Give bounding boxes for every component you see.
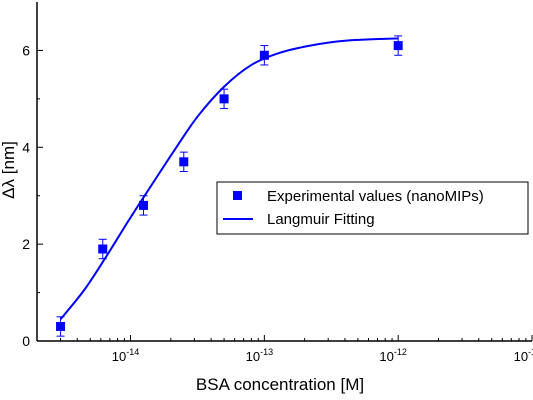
langmuir-fit-series bbox=[59, 37, 399, 320]
data-point bbox=[139, 195, 149, 216]
data-point-marker bbox=[393, 41, 403, 51]
plot-frame bbox=[36, 2, 532, 342]
data-point-marker bbox=[56, 321, 66, 331]
data-point bbox=[179, 151, 189, 172]
langmuir-fit-line bbox=[59, 37, 399, 320]
y-tick-label: 2 bbox=[22, 236, 30, 252]
data-point-marker bbox=[139, 200, 149, 210]
data-point-marker bbox=[98, 244, 108, 254]
y-tick-label: 0 bbox=[22, 333, 30, 349]
x-tick-label: 10-11 bbox=[514, 347, 533, 364]
y-axis-ticks: 0 2 4 6 bbox=[22, 42, 43, 349]
legend-label-fit: Langmuir Fitting bbox=[267, 211, 375, 228]
legend-marker-square bbox=[233, 191, 242, 200]
data-point-marker bbox=[219, 94, 229, 104]
legend-box bbox=[216, 181, 529, 235]
data-point-marker bbox=[259, 50, 269, 60]
x-tick-label: 10-12 bbox=[379, 347, 406, 364]
x-axis-label: BSA concentration [M] bbox=[196, 375, 364, 394]
y-axis-label: Δλ [nm] bbox=[0, 141, 18, 199]
x-axis-ticks: 10-14 10-13 10-12 10-11 bbox=[36, 335, 533, 364]
legend-label-experimental: Experimental values (nanoMIPs) bbox=[267, 188, 484, 205]
legend: Experimental values (nanoMIPs) Langmuir … bbox=[216, 181, 529, 235]
x-tick-label: 10-14 bbox=[112, 347, 139, 364]
data-point bbox=[56, 316, 66, 337]
x-tick-label: 10-13 bbox=[246, 347, 273, 364]
y-tick-label: 6 bbox=[22, 42, 30, 58]
experimental-series bbox=[56, 35, 403, 337]
data-point bbox=[393, 35, 403, 56]
data-point-marker bbox=[179, 157, 189, 167]
data-point bbox=[98, 238, 108, 260]
y-tick-label: 4 bbox=[22, 139, 30, 155]
data-point bbox=[219, 88, 229, 110]
data-point bbox=[259, 45, 269, 66]
